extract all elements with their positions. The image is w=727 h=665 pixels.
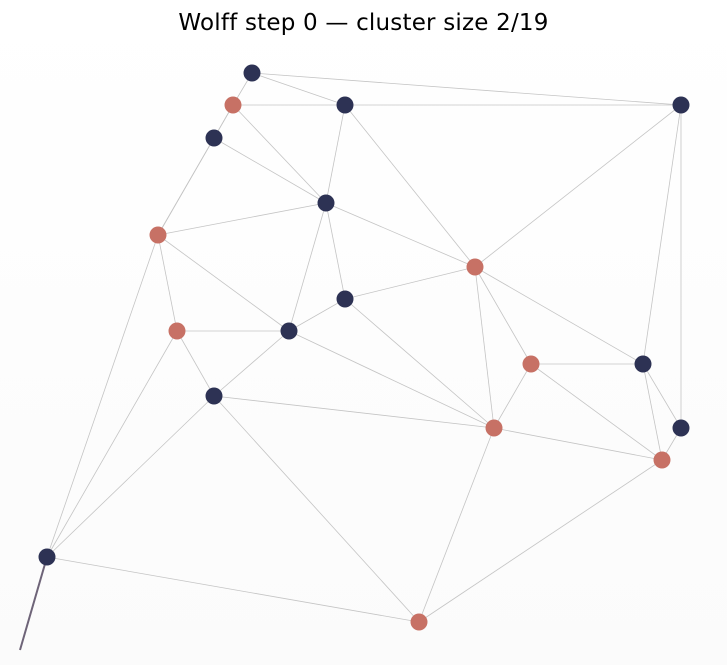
graph-edge [530,363,663,461]
graph-edge [642,363,663,461]
spin-down-node [410,613,428,631]
spin-down-node [485,419,503,437]
graph-edge [157,234,290,332]
graph-edge [213,137,327,204]
graph-edge [474,266,532,365]
node-layer [38,64,690,631]
graph-edge [418,427,495,623]
spin-up-node [672,96,690,114]
spin-up-node [280,322,298,340]
graph-edge [493,427,663,461]
graph-edge [157,137,215,236]
spin-down-node [224,96,242,114]
spin-down-node [168,322,186,340]
graph-edge [251,72,346,106]
spin-up-node [38,548,56,566]
spin-down-node [466,258,484,276]
graph-edge [325,202,476,268]
spin-up-node [205,387,223,405]
graph-edge [325,104,346,204]
spin-down-node [149,226,167,244]
graph-edge [418,459,663,623]
cluster-edge [19,556,48,651]
graph-edge [46,330,178,558]
graph-edge [157,202,327,236]
graph-edge [46,395,215,558]
graph-edge [213,330,290,397]
edge-layer [46,72,682,623]
graph-edge [288,330,495,429]
graph-edge [213,395,495,429]
graph-edge [157,234,178,332]
graph-edge [474,266,495,429]
graph-edge [176,330,215,397]
spin-down-node [653,451,671,469]
graph-edge [474,266,644,365]
spin-up-node [243,64,261,82]
graph-edge [46,556,420,623]
graph-edge [325,202,346,300]
figure-title: Wolff step 0 — cluster size 2/19 [178,10,549,36]
spin-up-node [317,194,335,212]
spin-up-node [634,355,652,373]
graph-edge [344,266,476,300]
graph-edge [642,104,682,365]
graph-edge [493,363,532,429]
spin-down-node [522,355,540,373]
graph-edge [344,298,495,429]
spin-up-node [336,290,354,308]
graph-edge [642,363,682,429]
spin-up-node [672,419,690,437]
spin-up-node [336,96,354,114]
graph-edge [288,298,346,332]
graph-edge [251,72,682,106]
graph-edge [288,202,327,332]
graph-edge [232,104,327,204]
graph-edge [344,104,476,268]
graph-edge [474,104,682,268]
spin-up-node [205,129,223,147]
graph-edge [46,234,159,558]
graph-edge [213,395,420,623]
cluster-edge-layer [19,556,48,651]
